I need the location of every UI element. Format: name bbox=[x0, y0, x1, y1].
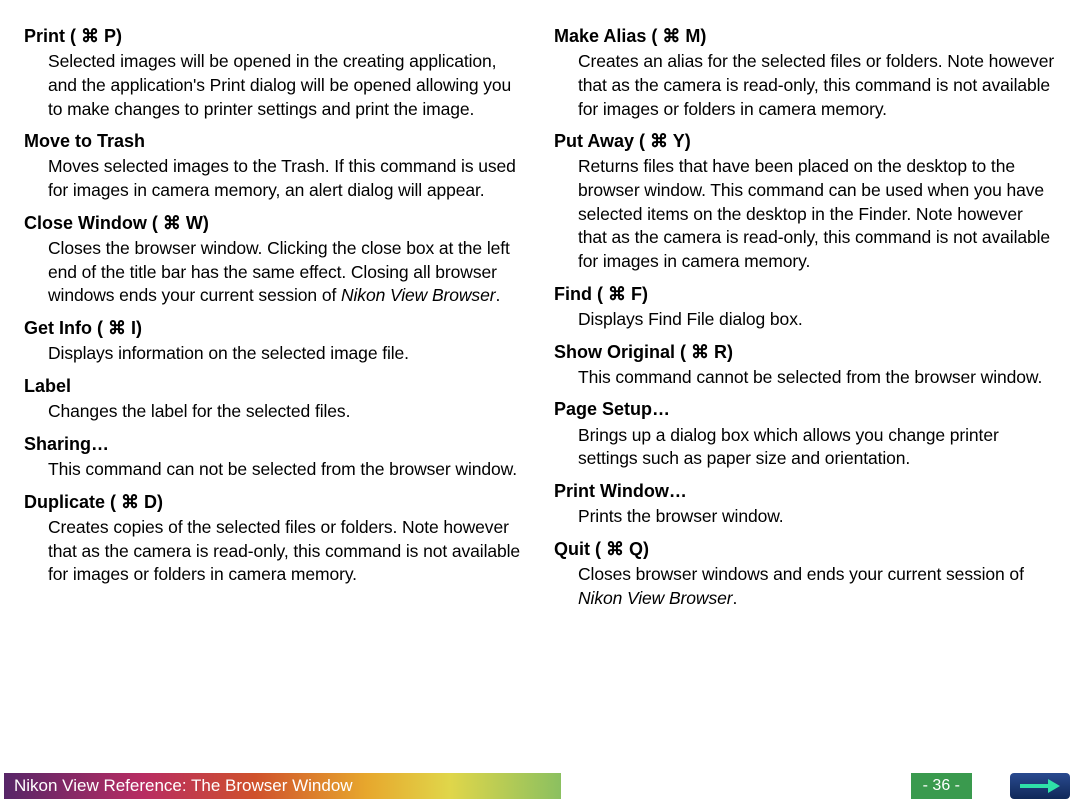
command-description: Displays information on the selected ima… bbox=[48, 342, 526, 366]
left-entry: Print ( ⌘ P)Selected images will be open… bbox=[24, 24, 526, 121]
left-entry: Close Window ( ⌘ W)Closes the browser wi… bbox=[24, 211, 526, 308]
command-description: Changes the label for the selected files… bbox=[48, 400, 526, 424]
command-description: This command cannot be selected from the… bbox=[578, 366, 1056, 390]
right-entry: Show Original ( ⌘ R)This command cannot … bbox=[554, 340, 1056, 390]
command-title: Put Away ( ⌘ Y) bbox=[554, 129, 1056, 153]
command-title: Make Alias ( ⌘ M) bbox=[554, 24, 1056, 48]
command-description: This command can not be selected from th… bbox=[48, 458, 526, 482]
command-title: Duplicate ( ⌘ D) bbox=[24, 490, 526, 514]
command-title: Print Window… bbox=[554, 479, 1056, 503]
command-title: Print ( ⌘ P) bbox=[24, 24, 526, 48]
page-number-badge: - 36 - bbox=[911, 773, 972, 799]
command-title: Sharing… bbox=[24, 432, 526, 456]
command-description: Closes browser windows and ends your cur… bbox=[578, 563, 1056, 610]
command-title: Show Original ( ⌘ R) bbox=[554, 340, 1056, 364]
left-entry: Get Info ( ⌘ I)Displays information on t… bbox=[24, 316, 526, 366]
right-entry: Quit ( ⌘ Q)Closes browser windows and en… bbox=[554, 537, 1056, 611]
command-description: Closes the browser window. Clicking the … bbox=[48, 237, 526, 308]
command-description: Displays Find File dialog box. bbox=[578, 308, 1056, 332]
command-description: Brings up a dialog box which allows you … bbox=[578, 424, 1056, 471]
right-entry: Print Window…Prints the browser window. bbox=[554, 479, 1056, 529]
command-description: Moves selected images to the Trash. If t… bbox=[48, 155, 526, 202]
right-entry: Find ( ⌘ F)Displays Find File dialog box… bbox=[554, 282, 1056, 332]
command-title: Find ( ⌘ F) bbox=[554, 282, 1056, 306]
footer-title: Nikon View Reference: The Browser Window bbox=[14, 776, 353, 796]
command-title: Page Setup… bbox=[554, 397, 1056, 421]
command-description: Selected images will be opened in the cr… bbox=[48, 50, 526, 121]
command-title: Quit ( ⌘ Q) bbox=[554, 537, 1056, 561]
right-column: Make Alias ( ⌘ M)Creates an alias for th… bbox=[554, 24, 1056, 770]
command-description: Returns files that have been placed on t… bbox=[578, 155, 1056, 273]
footer-bar: Nikon View Reference: The Browser Window… bbox=[4, 773, 1076, 799]
command-description: Creates copies of the selected files or … bbox=[48, 516, 526, 587]
next-page-button[interactable] bbox=[1010, 773, 1070, 799]
command-title: Close Window ( ⌘ W) bbox=[24, 211, 526, 235]
command-title: Label bbox=[24, 374, 526, 398]
arrow-right-icon bbox=[1018, 777, 1062, 795]
left-entry: Sharing…This command can not be selected… bbox=[24, 432, 526, 482]
right-entry: Put Away ( ⌘ Y)Returns files that have b… bbox=[554, 129, 1056, 273]
right-entry: Page Setup… Brings up a dialog box which … bbox=[554, 397, 1056, 471]
page-body: Print ( ⌘ P)Selected images will be open… bbox=[0, 0, 1080, 770]
left-entry: LabelChanges the label for the selected … bbox=[24, 374, 526, 424]
left-column: Print ( ⌘ P)Selected images will be open… bbox=[24, 24, 526, 770]
command-description: Prints the browser window. bbox=[578, 505, 1056, 529]
left-entry: Duplicate ( ⌘ D)Creates copies of the se… bbox=[24, 490, 526, 587]
right-entry: Make Alias ( ⌘ M)Creates an alias for th… bbox=[554, 24, 1056, 121]
left-entry: Move to TrashMoves selected images to th… bbox=[24, 129, 526, 203]
command-title: Get Info ( ⌘ I) bbox=[24, 316, 526, 340]
command-description: Creates an alias for the selected files … bbox=[578, 50, 1056, 121]
command-title: Move to Trash bbox=[24, 129, 526, 153]
footer-content: Nikon View Reference: The Browser Window… bbox=[4, 776, 1076, 796]
